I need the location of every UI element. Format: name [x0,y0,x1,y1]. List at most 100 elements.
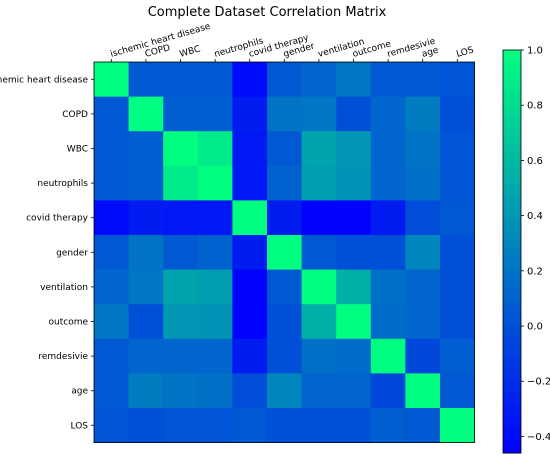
heatmap-cells [93,61,476,444]
heatmap-cell [128,373,164,409]
heatmap-cell [301,96,337,132]
heatmap-cell [267,165,302,201]
colorbar-segment [503,395,521,400]
colorbar-segment [503,217,521,222]
heatmap-cell [405,235,441,270]
heatmap-cell [163,62,199,97]
colorbar-segment [503,419,521,424]
colorbar-segment [503,264,521,269]
colorbar-segment [503,375,521,380]
heatmap-cell [301,131,337,167]
colorbar-segment [503,133,521,138]
heatmap-cell [301,408,337,443]
y-tick-label: outcome [49,318,89,328]
heatmap-cell [163,200,199,236]
colorbar-segment [503,100,521,105]
colorbar-segment [503,345,521,350]
colorbar-segment [503,60,521,64]
heatmap-cell [405,408,441,443]
heatmap-cell [336,338,372,374]
heatmap-cell [405,338,441,374]
colorbar-tick-label: −0.2 [527,377,550,388]
heatmap-cell [232,62,268,97]
colorbar-segment [503,288,521,293]
heatmap-cell [128,338,164,374]
heatmap-cell [301,338,337,374]
heatmap-cell [232,200,268,236]
colorbar-segment [503,80,521,85]
heatmap-cell [370,235,406,270]
colorbar-segment [503,342,521,347]
y-tick-labels: ischemic heart disease COPD WBC neutrophils… [0,75,94,431]
y-tick-label: gender [56,248,88,258]
colorbar-segment [503,184,521,189]
colorbar-tick-label: −0.4 [527,432,550,443]
colorbar-segment [503,379,521,383]
heatmap-cell [440,235,475,270]
heatmap-cell [267,269,302,305]
y-tick-label: age [71,387,88,397]
heatmap-cell [232,131,268,167]
colorbar-segment [503,214,521,219]
colorbar-segment [503,241,521,246]
colorbar-segment [503,194,521,199]
heatmap-cell [197,165,233,201]
heatmap-cell [370,338,406,374]
heatmap-cell [440,165,475,201]
heatmap-cell [267,131,302,167]
colorbar-segment [503,174,521,179]
heatmap-cell [163,269,199,305]
colorbar-segment [503,442,521,447]
heatmap-cell [440,373,475,409]
colorbar-tick-label: 0.6 [527,156,543,167]
heatmap-cell [232,235,268,270]
colorbar-segment [503,409,521,414]
heatmap-cell [94,269,129,305]
colorbar-segment [503,389,521,394]
colorbar-segment [503,325,521,330]
colorbar-segment [503,305,521,310]
colorbar-segment [503,187,521,192]
colorbar-segment [503,70,521,75]
heatmap-cell [405,165,441,201]
colorbar-segment [503,137,521,142]
colorbar-segment [503,73,521,78]
heatmap-cell [163,235,199,270]
colorbar-segment [503,355,521,360]
colorbar-segment [503,76,521,81]
colorbar-segment [503,402,521,407]
heatmap-cell [336,304,372,340]
heatmap-cell [94,131,129,167]
heatmap-cell [336,235,372,270]
colorbar-segment [503,298,521,303]
heatmap-cell [301,165,337,201]
colorbar-segment [503,278,521,283]
colorbar-segment [503,248,521,252]
heatmap-cell [440,131,475,167]
heatmap-cell [163,373,199,409]
heatmap-cell [197,373,233,409]
heatmap-cell [336,408,372,443]
colorbar-segment [503,385,521,390]
colorbar-segment [503,446,521,451]
colorbar-segment [503,224,521,229]
colorbar-segment [503,439,521,444]
colorbar-segment [503,234,521,239]
colorbar-segment [503,123,521,128]
chart-title: Complete Dataset Correlation Matrix [148,5,387,20]
colorbar-segment [503,127,521,132]
colorbar-segment [503,97,521,101]
heatmap-cell [232,96,268,132]
heatmap-cell [163,304,199,340]
heatmap-cell [128,235,164,270]
heatmap-cell [405,131,441,167]
heatmap-cell [128,96,164,132]
heatmap-cell [163,408,199,443]
colorbar-segment [503,275,521,279]
heatmap-cell [232,165,268,201]
heatmap-cell [301,62,337,97]
heatmap-cell [94,62,129,97]
colorbar-segment [503,268,521,273]
y-tick-label: WBC [67,145,88,155]
colorbar-tick-label: 0.0 [527,322,543,333]
